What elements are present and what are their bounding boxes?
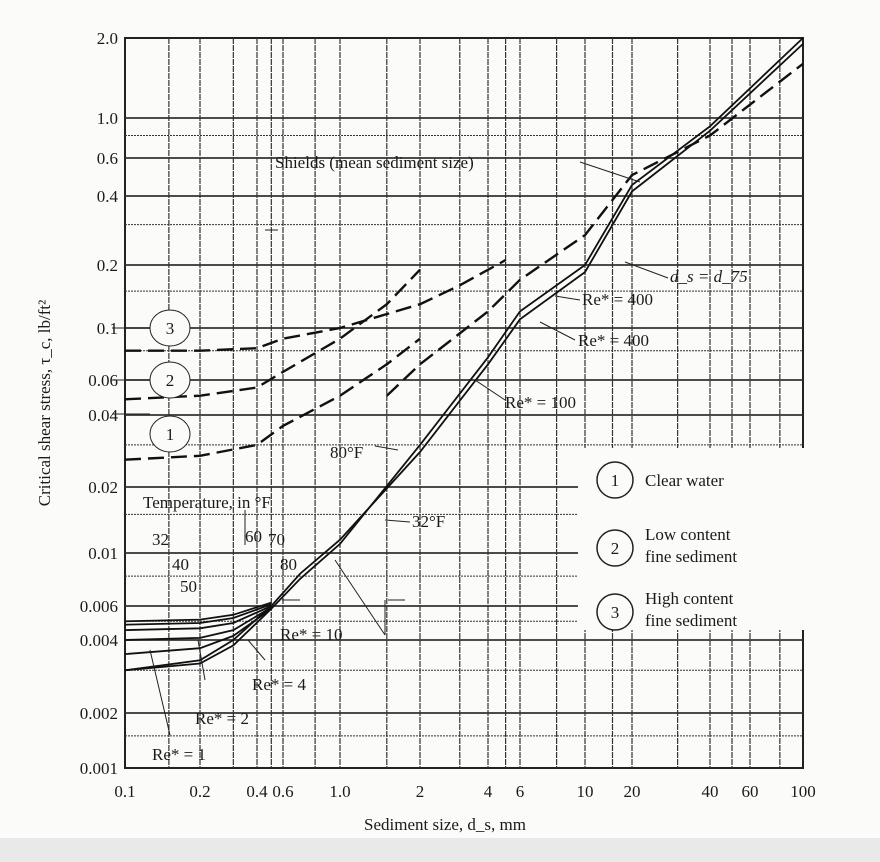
series-line-32-f	[124, 43, 804, 672]
legend: 1 Clear water 2 Low content fine sedimen…	[578, 448, 804, 631]
d75-label: d_s = d_75	[670, 267, 748, 286]
series-line-2	[124, 268, 421, 401]
re1-label: Re* = 1	[152, 745, 206, 764]
series-line-3	[125, 259, 507, 352]
temperature-title: Temperature, in °F	[143, 493, 271, 512]
80f-label: 80°F	[330, 443, 363, 462]
temp-32: 32	[152, 530, 169, 549]
scan-bottom-margin	[0, 838, 880, 862]
y-tick-label: 0.4	[97, 187, 119, 206]
re400b-label: Re* = 400	[578, 331, 649, 350]
x-tick-label: 40	[702, 782, 719, 801]
temp-50: 50	[180, 577, 197, 596]
x-tick-label: 2	[416, 782, 425, 801]
legend-num-1: 1	[611, 471, 620, 490]
y-tick-label: 0.001	[80, 759, 118, 778]
y-tick-label: 0.1	[97, 319, 118, 338]
shields-chart: 0.1 0.2 0.4 0.6 1.0 2 4 6 10 20 40 60 100 2.01.00.60…	[35, 29, 816, 834]
temp-70: 70	[268, 530, 285, 549]
series-line-50	[124, 606, 272, 641]
y-tick-label: 2.0	[97, 29, 118, 48]
x-tick-label: 4	[484, 782, 493, 801]
x-tick-label: 0.1	[114, 782, 135, 801]
x-tick-label: 0.2	[189, 782, 210, 801]
y-tick-label: 1.0	[97, 109, 118, 128]
re400a-label: Re* = 400	[582, 290, 653, 309]
x-tick-label: 1.0	[329, 782, 350, 801]
x-tick-label: 100	[790, 782, 816, 801]
temp-40: 40	[172, 555, 189, 574]
x-tick-label: 20	[624, 782, 641, 801]
x-tick-label: 10	[577, 782, 594, 801]
y-tick-label: 0.06	[88, 371, 118, 390]
y-tick-label: 0.02	[88, 478, 118, 497]
legend-label-2a: Low content	[645, 525, 731, 544]
legend-num-3: 3	[611, 603, 620, 622]
x-tick-label: 0.6	[272, 782, 293, 801]
marker-1: 1	[166, 425, 175, 444]
curve-number-markers: 3 2 1	[149, 309, 191, 453]
marker-2: 2	[166, 371, 175, 390]
re100-label: Re* = 100	[505, 393, 576, 412]
legend-label-3a: High content	[645, 589, 734, 608]
y-tick-label: 0.6	[97, 149, 118, 168]
x-tick-label: 6	[516, 782, 525, 801]
series-line-70	[124, 603, 272, 626]
y-tick-label: 0.006	[80, 597, 118, 616]
legend-label-1: Clear water	[645, 471, 724, 490]
series-line-80	[124, 601, 272, 623]
x-tick-labels: 0.1 0.2 0.4 0.6 1.0 2 4 6 10 20 40 60 100	[114, 782, 815, 801]
temp-80: 80	[280, 555, 297, 574]
re10-label: Re* = 10	[280, 625, 342, 644]
series-line-40	[124, 608, 272, 655]
shields-label: Shields (mean sediment size)	[275, 153, 474, 172]
legend-label-2b: fine sediment	[645, 547, 737, 566]
x-tick-label: 60	[742, 782, 759, 801]
marker-3: 3	[166, 319, 175, 338]
re4-label: Re* = 4	[252, 675, 306, 694]
curves	[124, 37, 804, 672]
plot-frame	[124, 37, 804, 769]
legend-num-2: 2	[611, 539, 620, 558]
x-axis-label: Sediment size, d_s, mm	[364, 815, 526, 834]
series-line-1	[124, 337, 421, 461]
x-tick-label: 0.4	[246, 782, 268, 801]
series-line-shields-mean-sediment-size-	[124, 37, 804, 672]
32f-label: 32°F	[412, 512, 445, 531]
y-tick-label: 0.002	[80, 704, 118, 723]
y-tick-label: 0.2	[97, 256, 118, 275]
y-tick-labels: 2.0 1.0 0.6 0.4 0.2 0.1 0.06 0.04 0.02 0.01 0.006 0…	[80, 29, 119, 778]
temp-60: 60	[245, 527, 262, 546]
series-line-60	[124, 605, 272, 631]
y-tick-label: 0.004	[80, 631, 119, 650]
y-tick-label: 0.04	[88, 406, 118, 425]
series-line-d-s-d-75	[385, 62, 804, 397]
re2-label: Re* = 2	[195, 709, 249, 728]
y-tick-label: 0.01	[88, 544, 118, 563]
y-axis-label: Critical shear stress, τ_c, lb/ft²	[35, 300, 54, 506]
legend-label-3b: fine sediment	[645, 611, 737, 630]
grid	[124, 37, 804, 769]
